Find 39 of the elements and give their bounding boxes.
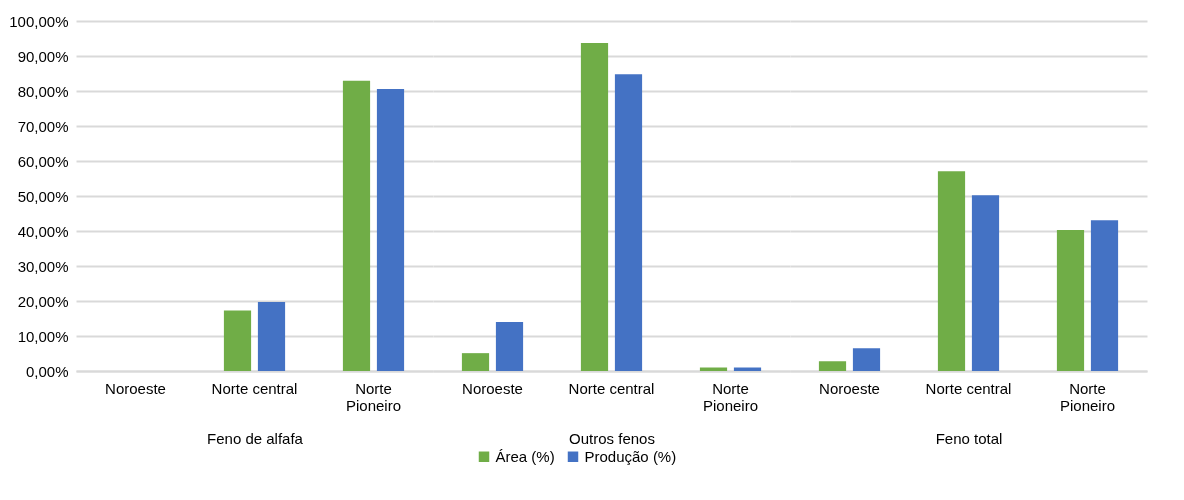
legend-label: Produção (%)	[584, 447, 677, 465]
x-axis-title: Outros fenos	[569, 429, 655, 447]
x-tick-label: Norte central	[211, 379, 298, 397]
x-tick-label: Noroeste	[462, 379, 523, 397]
bar	[257, 302, 286, 371]
x-axis-title: Feno de alfafa	[207, 429, 304, 447]
bar	[1056, 229, 1085, 371]
bar	[495, 322, 524, 371]
bar	[614, 74, 643, 371]
bar	[376, 88, 405, 371]
y-tick-label: 80,00%	[17, 82, 69, 100]
y-tick-label: 50,00%	[17, 187, 69, 205]
y-tick-label: 70,00%	[17, 117, 69, 135]
x-tick-label: Noroeste	[105, 379, 166, 397]
y-tick-label: 90,00%	[17, 47, 69, 65]
bar	[937, 171, 966, 371]
y-tick-label: 20,00%	[17, 292, 69, 310]
y-tick-label: 10,00%	[17, 327, 69, 345]
bar	[971, 195, 1000, 371]
x-tick-label: Norte Pioneiro	[702, 379, 759, 414]
x-tick-label: Norte Pioneiro	[345, 379, 402, 414]
bar	[580, 43, 609, 371]
y-tick-label: 100,00%	[9, 12, 69, 30]
y-tick-label: 0,00%	[25, 362, 69, 380]
bar	[1090, 220, 1119, 371]
x-axis-title: Feno total	[935, 429, 1003, 447]
bar	[342, 80, 371, 371]
y-tick-label: 40,00%	[17, 222, 69, 240]
x-tick-label: Norte central	[568, 379, 655, 397]
x-tick-label: Norte central	[925, 379, 1012, 397]
bar	[818, 361, 847, 371]
x-tick-label: Noroeste	[819, 379, 880, 397]
legend-label: Área (%)	[495, 447, 555, 465]
bar	[223, 310, 252, 371]
x-tick-label: Norte Pioneiro	[1059, 379, 1116, 414]
bar	[852, 348, 881, 371]
y-tick-label: 60,00%	[17, 152, 69, 170]
bar	[461, 353, 490, 371]
y-tick-label: 30,00%	[17, 257, 69, 275]
